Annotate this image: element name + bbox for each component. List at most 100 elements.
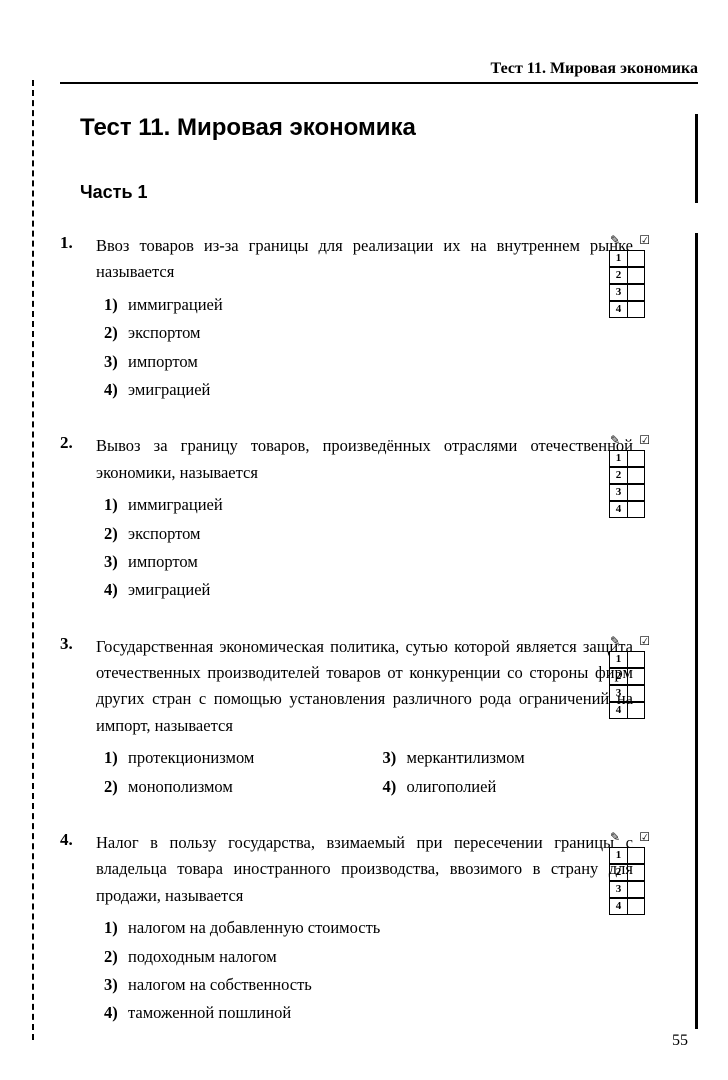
answer-row: 3	[609, 484, 651, 501]
answer-mark-cell[interactable]	[627, 484, 645, 501]
answer-number-cell: 4	[609, 301, 627, 318]
pencil-icon	[610, 634, 620, 649]
check-icon	[639, 233, 650, 248]
option: 1)иммиграцией	[96, 492, 633, 518]
option-text: экспортом	[128, 524, 201, 543]
option-text: эмиграцией	[128, 580, 210, 599]
pencil-icon	[610, 830, 620, 845]
option-text: иммиграцией	[128, 295, 223, 314]
answer-number-cell: 2	[609, 668, 627, 685]
option-list: 1)иммиграцией 2)экспортом 3)импортом 4)э…	[96, 492, 633, 604]
answer-number-cell: 4	[609, 898, 627, 915]
option: 3)налогом на собственность	[96, 972, 633, 998]
answer-grid: 1 2 3 4	[609, 634, 651, 719]
answer-mark-cell[interactable]	[627, 685, 645, 702]
perforation-line	[32, 80, 34, 1040]
option-text: подоходным налогом	[128, 947, 277, 966]
option: 4)олигополией	[375, 774, 634, 800]
pencil-icon	[610, 233, 620, 248]
answer-number-cell: 1	[609, 450, 627, 467]
check-icon	[639, 433, 650, 448]
question-body: Ввоз товаров из-за границы для реализаци…	[96, 233, 643, 405]
answer-mark-cell[interactable]	[627, 847, 645, 864]
answer-mark-cell[interactable]	[627, 267, 645, 284]
question: 3. Государственная экономическая политик…	[60, 634, 643, 802]
option: 3)импортом	[96, 349, 633, 375]
option-number: 2)	[104, 320, 128, 346]
answer-row: 3	[609, 685, 651, 702]
answer-mark-cell[interactable]	[627, 467, 645, 484]
option-text: импортом	[128, 552, 198, 571]
answer-grid-header	[609, 830, 651, 845]
answer-mark-cell[interactable]	[627, 864, 645, 881]
option: 3)импортом	[96, 549, 633, 575]
question-body: Вывоз за границу товаров, произведённых …	[96, 433, 643, 605]
running-title: Тест 11. Мировая экономика	[491, 60, 698, 77]
answer-mark-cell[interactable]	[627, 702, 645, 719]
answer-mark-cell[interactable]	[627, 501, 645, 518]
check-icon	[639, 634, 650, 649]
option-text: импортом	[128, 352, 198, 371]
answer-mark-cell[interactable]	[627, 651, 645, 668]
option: 2)подоходным налогом	[96, 944, 633, 970]
answer-mark-cell[interactable]	[627, 881, 645, 898]
option-number: 4)	[104, 377, 128, 403]
answer-number-cell: 3	[609, 484, 627, 501]
option-number: 2)	[104, 521, 128, 547]
answer-number-cell: 4	[609, 501, 627, 518]
option-list: 1)налогом на добавленную стоимость 2)под…	[96, 915, 633, 1027]
answer-number-cell: 3	[609, 881, 627, 898]
answer-number-cell: 4	[609, 702, 627, 719]
option: 4)эмиграцией	[96, 377, 633, 403]
answer-mark-cell[interactable]	[627, 250, 645, 267]
main-title: Тест 11. Мировая экономика	[80, 114, 675, 142]
option: 1)иммиграцией	[96, 292, 633, 318]
answer-number-cell: 3	[609, 284, 627, 301]
question: 1. Ввоз товаров из-за границы для реализ…	[60, 233, 643, 405]
option-text: экспортом	[128, 323, 201, 342]
option-number: 1)	[104, 292, 128, 318]
answer-number-cell: 1	[609, 651, 627, 668]
option-number: 4)	[383, 774, 407, 800]
answer-row: 4	[609, 898, 651, 915]
running-header: Тест 11. Мировая экономика	[60, 60, 698, 84]
answer-row: 4	[609, 501, 651, 518]
option: 1)протекционизмом	[96, 745, 355, 771]
option-text: меркантилизмом	[407, 748, 525, 767]
answer-row: 1	[609, 450, 651, 467]
option-text: таможенной пошлиной	[128, 1003, 291, 1022]
answer-number-cell: 3	[609, 685, 627, 702]
answer-row: 4	[609, 301, 651, 318]
answer-row: 2	[609, 668, 651, 685]
answer-number-cell: 2	[609, 267, 627, 284]
answer-mark-cell[interactable]	[627, 301, 645, 318]
option: 4)эмиграцией	[96, 577, 633, 603]
question-number: 2.	[60, 433, 96, 605]
option-text: протекционизмом	[128, 748, 254, 767]
option-text: монополизмом	[128, 777, 233, 796]
option: 1)налогом на добавленную стоимость	[96, 915, 633, 941]
answer-mark-cell[interactable]	[627, 668, 645, 685]
answer-mark-cell[interactable]	[627, 898, 645, 915]
option-text: налогом на собственность	[128, 975, 312, 994]
answer-row: 2	[609, 467, 651, 484]
question-body: Налог в пользу государства, взимаемый пр…	[96, 830, 643, 1029]
answer-row: 3	[609, 881, 651, 898]
question: 4. Налог в пользу государства, взимаемый…	[60, 830, 643, 1029]
answer-mark-cell[interactable]	[627, 450, 645, 467]
answer-grid: 1 2 3 4	[609, 233, 651, 318]
answer-number-cell: 2	[609, 864, 627, 881]
page-number: 55	[672, 1032, 688, 1050]
question: 2. Вывоз за границу товаров, произведённ…	[60, 433, 643, 605]
option-text: иммиграцией	[128, 495, 223, 514]
option-number: 1)	[104, 915, 128, 941]
answer-grid-header	[609, 433, 651, 448]
answer-grid-header	[609, 233, 651, 248]
answer-number-cell: 1	[609, 250, 627, 267]
option-number: 2)	[104, 944, 128, 970]
answer-row: 3	[609, 284, 651, 301]
answer-mark-cell[interactable]	[627, 284, 645, 301]
question-text: Ввоз товаров из-за границы для реализаци…	[96, 233, 633, 286]
answer-grid-header	[609, 634, 651, 649]
option-text: олигополией	[407, 777, 497, 796]
